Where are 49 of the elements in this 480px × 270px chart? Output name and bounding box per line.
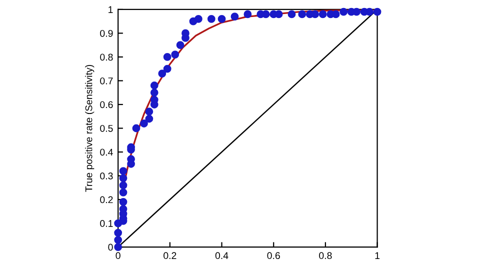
point (119, 167, 128, 175)
point (288, 10, 296, 18)
point (373, 8, 382, 16)
point (340, 8, 348, 16)
point (366, 8, 374, 16)
x-tick-label: 0.2 (164, 252, 176, 260)
point (150, 88, 158, 97)
point (114, 228, 122, 237)
x-tick-label: 0.6 (267, 252, 280, 260)
point (171, 50, 180, 59)
x-tick-label: 0 (116, 252, 120, 260)
point (244, 10, 252, 18)
point (194, 15, 202, 23)
point (311, 10, 320, 18)
point (352, 8, 360, 16)
point (132, 124, 140, 132)
point (119, 188, 128, 196)
y-tick-label: 0.6 (100, 101, 113, 108)
point (145, 114, 154, 123)
point (230, 12, 239, 21)
point (140, 120, 148, 128)
y-tick-label: 0.7 (100, 77, 113, 84)
point (163, 53, 172, 61)
y-tick-label: 0.8 (100, 54, 113, 61)
point (318, 10, 327, 18)
point (158, 70, 166, 78)
point (119, 181, 128, 190)
point (145, 108, 154, 116)
y-tick-label: 0.9 (100, 30, 113, 37)
point (119, 198, 128, 206)
point (114, 236, 122, 244)
y-tick-label: 0.4 (100, 148, 113, 156)
point (207, 15, 216, 23)
y-tick-label: 0.2 (100, 196, 113, 204)
y-tick-label: 0 (108, 244, 113, 251)
y-axis-title: True positive rate (Sensitivity) (85, 65, 94, 192)
point (163, 64, 172, 73)
point (218, 15, 226, 23)
point (176, 41, 184, 50)
y-tick-label: 0.5 (100, 124, 113, 132)
x-tick-label: 0.4 (215, 252, 228, 260)
x-tick-label: 0.8 (319, 252, 332, 260)
y-tick-label: 0.1 (100, 220, 113, 227)
point (298, 10, 306, 18)
x-tick-label: 1 (375, 252, 380, 259)
point (119, 174, 128, 182)
point (150, 82, 158, 90)
y-tick-label: 1 (108, 6, 113, 13)
y-tick-label: 0.3 (100, 172, 113, 180)
